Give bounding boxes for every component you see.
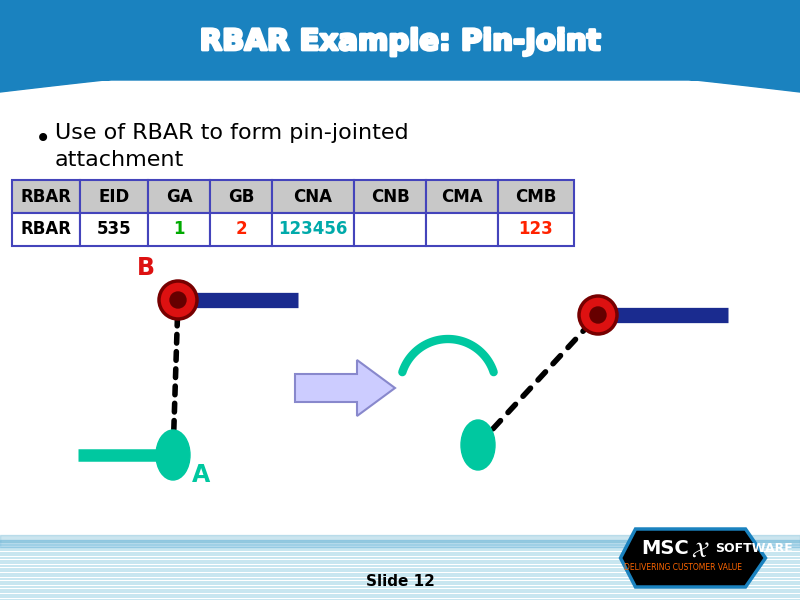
Bar xyxy=(498,180,574,213)
Bar xyxy=(148,213,210,246)
Text: CMB: CMB xyxy=(515,187,557,205)
Bar xyxy=(426,180,498,213)
Bar xyxy=(210,180,272,213)
Text: •: • xyxy=(35,125,51,153)
Text: RBAR: RBAR xyxy=(21,220,71,238)
Text: CNB: CNB xyxy=(370,187,410,205)
Bar xyxy=(80,213,148,246)
Bar xyxy=(0,0,800,80)
Text: $\mathcal{X}$: $\mathcal{X}$ xyxy=(691,541,710,561)
Text: Slide 12: Slide 12 xyxy=(366,575,434,589)
Text: Use of RBAR to form pin-jointed: Use of RBAR to form pin-jointed xyxy=(55,123,409,143)
Text: 123456: 123456 xyxy=(278,220,348,238)
Bar xyxy=(12,180,80,213)
Text: GA: GA xyxy=(166,187,192,205)
Polygon shape xyxy=(621,529,766,587)
Circle shape xyxy=(579,296,617,334)
Bar xyxy=(426,213,498,246)
Text: B: B xyxy=(137,256,155,280)
Text: SOFTWARE: SOFTWARE xyxy=(715,542,793,556)
Ellipse shape xyxy=(156,430,190,480)
Bar xyxy=(12,213,80,246)
Text: GB: GB xyxy=(228,187,254,205)
Circle shape xyxy=(590,307,606,323)
Bar xyxy=(354,180,426,213)
Text: DELIVERING CUSTOMER VALUE: DELIVERING CUSTOMER VALUE xyxy=(624,563,742,571)
Bar xyxy=(210,213,272,246)
Bar xyxy=(498,213,574,246)
Bar xyxy=(272,180,354,213)
Bar xyxy=(148,180,210,213)
Bar xyxy=(80,180,148,213)
Text: EID: EID xyxy=(98,187,130,205)
Circle shape xyxy=(159,281,197,319)
Text: CMA: CMA xyxy=(441,187,483,205)
Circle shape xyxy=(170,292,186,308)
Text: 1: 1 xyxy=(174,220,185,238)
Text: attachment: attachment xyxy=(55,150,184,170)
Ellipse shape xyxy=(461,420,495,470)
Text: 123: 123 xyxy=(518,220,554,238)
Text: MSC: MSC xyxy=(641,539,689,559)
Text: RBAR Example: Pin-Joint: RBAR Example: Pin-Joint xyxy=(200,28,600,56)
Text: CNA: CNA xyxy=(294,187,333,205)
Polygon shape xyxy=(295,360,395,416)
Bar xyxy=(272,213,354,246)
Bar xyxy=(354,213,426,246)
Text: 2: 2 xyxy=(235,220,247,238)
Text: RBAR: RBAR xyxy=(21,187,71,205)
Text: 535: 535 xyxy=(97,220,131,238)
Text: A: A xyxy=(192,463,210,487)
